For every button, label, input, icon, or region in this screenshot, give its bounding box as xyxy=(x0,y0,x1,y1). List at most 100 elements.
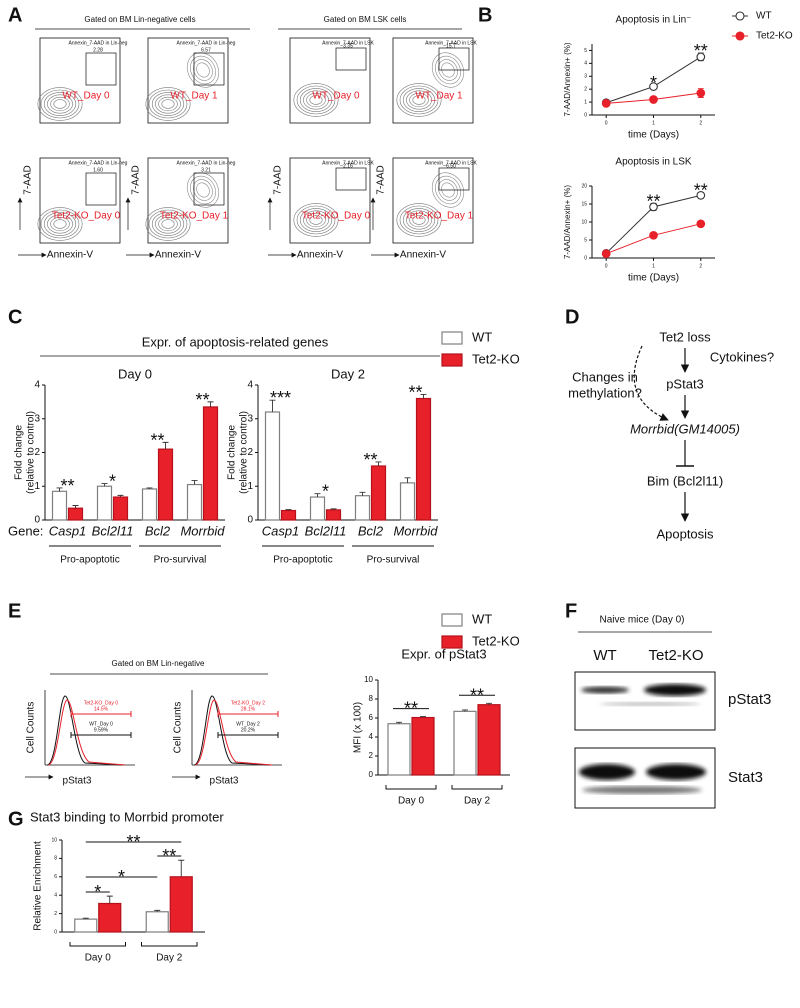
group-label: Pro-apoptotic xyxy=(60,555,119,566)
plot-frame xyxy=(147,157,229,244)
point xyxy=(601,249,611,259)
x-tick-label: Morrbid xyxy=(180,523,225,538)
contour xyxy=(47,94,73,114)
contour xyxy=(409,92,429,108)
y-tick-label: 0 xyxy=(34,515,40,526)
contour xyxy=(40,89,80,119)
x-tick-label: 2 xyxy=(699,120,702,126)
x-tick-label: Morrbid xyxy=(393,523,438,538)
y-tick-label: 5 xyxy=(584,237,587,243)
bar xyxy=(399,482,416,521)
blot-band xyxy=(646,764,706,780)
axis-label: Annexin-V xyxy=(400,250,446,261)
side-note: methylation? xyxy=(568,385,642,400)
gate-label: WT_Day 0 xyxy=(89,721,113,727)
significance: ** xyxy=(150,430,164,450)
legend-swatch xyxy=(441,613,463,627)
error-bar xyxy=(375,461,382,466)
bar xyxy=(370,465,387,521)
gate-label: Annexin_7-AAD in Lin-neg xyxy=(69,40,128,46)
contour xyxy=(396,203,442,237)
legend-label: Tet2-KO xyxy=(756,31,793,42)
x-tick-label: 2 xyxy=(699,263,702,269)
sample-label: WT_Day 1 xyxy=(415,91,463,102)
panel-letter: G xyxy=(8,808,24,830)
contour xyxy=(441,182,455,198)
error-bar xyxy=(396,721,402,724)
gate-label: Tet2-KO_Day 0 xyxy=(84,700,118,706)
point xyxy=(649,95,658,104)
blot-band xyxy=(582,786,702,794)
axis-label: pStat3 xyxy=(210,776,239,787)
y-tick-label: 1 xyxy=(584,99,587,105)
plot-frame xyxy=(147,37,229,124)
bar xyxy=(354,495,371,521)
x-tick-label: Bcl2 xyxy=(145,523,171,538)
gate-header: Gated on BM Lin-negative cells xyxy=(84,15,195,24)
contour xyxy=(193,59,213,81)
gate-header: Gated on BM LSK cells xyxy=(324,15,407,24)
panel-letter: C xyxy=(8,306,22,328)
point xyxy=(696,52,706,62)
gate-percent: 2.28 xyxy=(93,47,103,53)
y-axis-label: Fold change xyxy=(227,425,238,480)
gate-header: Gated on BM Lin-negative xyxy=(112,659,205,668)
panel-letter: F xyxy=(565,600,577,622)
bar xyxy=(67,507,84,521)
error-bar xyxy=(117,494,124,498)
bar xyxy=(98,902,122,933)
gate-percent: 9.59% xyxy=(94,727,109,733)
bar xyxy=(74,918,98,933)
gate xyxy=(70,711,132,717)
blot-frame xyxy=(574,671,716,731)
legend-label: WT xyxy=(472,329,492,344)
gate xyxy=(438,167,470,191)
node: Bim (Bcl2l11) xyxy=(647,473,723,488)
x-tick-label: Bcl2l11 xyxy=(305,523,347,538)
significance: * xyxy=(118,867,125,887)
panel-title: Expr. of apoptosis-related genes xyxy=(142,334,329,349)
contour xyxy=(402,88,436,112)
x-axis-label: time (Days) xyxy=(628,130,679,141)
error-bar xyxy=(82,917,89,920)
contour xyxy=(37,87,83,121)
contour xyxy=(155,94,181,114)
plot-frame xyxy=(289,37,371,124)
y-tick-label: 0 xyxy=(54,929,57,935)
axis-label: 7-AAD xyxy=(131,165,142,194)
gate xyxy=(70,732,132,738)
legend-marker xyxy=(735,31,745,41)
y-tick-label: 15 xyxy=(581,201,587,207)
y-tick-label: 4 xyxy=(584,61,587,67)
contour xyxy=(151,92,185,116)
sample-label: Tet2-KO_Day 1 xyxy=(405,211,474,222)
y-tick-label: 10 xyxy=(51,837,57,843)
error-bar xyxy=(420,394,427,399)
gate-label: Annexin_7-AAD in Lin-neg xyxy=(69,160,128,166)
error-bar xyxy=(269,399,276,412)
category-bracket xyxy=(451,785,503,790)
y-tick-label: 1 xyxy=(247,481,253,492)
y-tick-label: 2 xyxy=(247,447,253,458)
y-tick-label: 3 xyxy=(584,74,587,80)
contour xyxy=(148,209,188,239)
gate-label: Annexin_7-AAD in LSK xyxy=(322,160,374,166)
legend-label: WT xyxy=(756,11,772,22)
x-tick-label: Casp1 xyxy=(262,523,300,538)
gate-label: Annexin_7-AAD in Lin-neg xyxy=(177,160,236,166)
legend-swatch xyxy=(441,353,463,367)
contour xyxy=(196,62,210,78)
contour xyxy=(306,92,326,108)
contour xyxy=(43,212,77,236)
significance: *** xyxy=(270,388,291,408)
gate-label: Tet2-KO_Day 2 xyxy=(231,700,265,706)
y-tick-label: 2 xyxy=(584,87,587,93)
gate-percent: 2.16 xyxy=(343,163,353,169)
gene-label: Gene: xyxy=(8,523,43,538)
contour xyxy=(50,216,70,232)
category-bracket xyxy=(141,942,198,947)
point xyxy=(649,202,658,212)
error-bar xyxy=(330,508,337,510)
contour xyxy=(296,85,336,115)
contour xyxy=(396,83,442,117)
